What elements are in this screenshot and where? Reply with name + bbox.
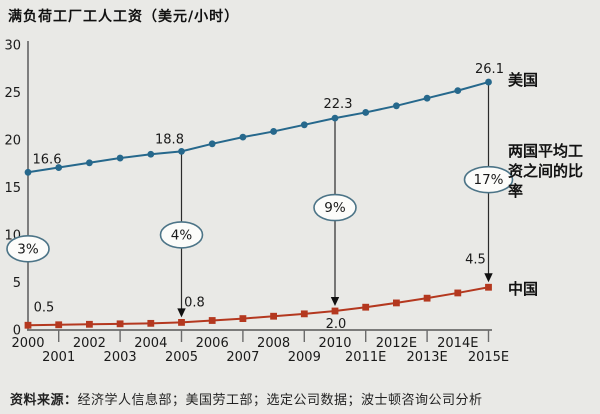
arrowhead-icon — [330, 297, 340, 306]
circle-marker — [147, 150, 155, 158]
series-label-china: 中国 — [508, 280, 539, 298]
square-marker — [423, 294, 431, 302]
chart-title: 满负荷工厂工人工资（美元/小时） — [8, 9, 240, 25]
wage-line-chart: 0510152025302000200120022003200420052006… — [4, 39, 514, 366]
ratio-value: 9% — [324, 200, 346, 216]
china-point-label: 0.8 — [184, 295, 205, 310]
circle-marker — [116, 154, 124, 162]
us-point-label: 16.6 — [33, 152, 62, 167]
ratio-ellipse — [313, 193, 357, 222]
y-tick-label: 20 — [4, 134, 21, 149]
circle-marker — [86, 159, 93, 167]
x-tick-label: 2014E — [437, 336, 478, 351]
circle-marker — [270, 128, 277, 135]
x-tick-label: 2013E — [406, 350, 447, 365]
arrowhead-icon — [484, 273, 493, 283]
ratio-ellipse — [463, 165, 514, 194]
ratio-value: 4% — [171, 227, 193, 243]
ratio-ellipse — [6, 234, 50, 263]
source-note-text: 经济学人信息部；美国劳工部；选定公司数据；波士顿咨询公司分析 — [77, 393, 483, 408]
ratio-value: 3% — [17, 241, 39, 257]
square-marker — [239, 315, 247, 322]
square-marker — [86, 320, 93, 328]
circle-marker — [393, 102, 400, 110]
y-tick-label: 0 — [13, 324, 21, 339]
square-marker — [147, 319, 155, 327]
square-marker — [270, 312, 277, 320]
y-tick-label: 25 — [4, 86, 21, 101]
x-tick-label: 2011E — [345, 350, 386, 365]
ratio-ellipse — [159, 221, 204, 249]
circle-marker — [178, 148, 185, 155]
us-point-label: 18.8 — [155, 132, 184, 147]
ratio-value: 17% — [473, 172, 503, 188]
source-note: 资料来源：经济学人信息部；美国劳工部；选定公司数据；波士顿咨询公司分析 — [10, 389, 483, 408]
x-tick-label: 2008 — [257, 336, 290, 351]
x-tick-label: 2003 — [104, 350, 137, 365]
square-marker — [454, 289, 462, 297]
circle-marker — [208, 140, 216, 148]
x-tick-label: 2004 — [134, 336, 167, 351]
series-line — [27, 286, 489, 327]
arrowhead-icon — [177, 308, 186, 318]
x-tick-label: 2000 — [11, 336, 44, 351]
circle-marker — [331, 114, 339, 122]
china-point-label: 4.5 — [465, 252, 486, 267]
axes: 0510152025302000200120022003200420052006… — [4, 39, 509, 366]
x-tick-label: 2010 — [318, 336, 351, 351]
x-tick-label: 2001 — [42, 350, 75, 365]
china-series — [24, 283, 492, 329]
square-marker — [116, 320, 124, 328]
x-tick-label: 2007 — [226, 350, 259, 365]
ratio-annotations: 3% 16.6 0.5 4% 18.8 0.8 9% 22.3 2.0 17% 26.1 4.5 — [6, 62, 514, 332]
china-point-label: 0.5 — [34, 300, 55, 315]
square-marker — [208, 317, 216, 324]
circle-marker — [454, 87, 462, 94]
x-tick-label: 2012E — [376, 336, 417, 351]
china-point-label: 2.0 — [326, 317, 347, 332]
square-marker — [24, 321, 32, 329]
ratio-annotation-note: 两国平均工资之间的比率 — [508, 142, 584, 200]
y-tick-label: 5 — [13, 276, 21, 291]
y-tick-label: 15 — [4, 181, 21, 196]
series-label-us: 美国 — [508, 71, 539, 89]
us-point-label: 26.1 — [475, 62, 504, 77]
x-tick-label: 2002 — [73, 336, 106, 351]
circle-marker — [485, 78, 492, 86]
circle-marker — [55, 164, 63, 171]
series-line — [27, 81, 489, 174]
us-point-label: 22.3 — [324, 97, 353, 112]
square-marker — [55, 321, 63, 329]
square-marker — [178, 319, 185, 326]
circle-marker — [362, 109, 370, 116]
y-tick-label: 30 — [4, 39, 21, 54]
circle-marker — [24, 168, 32, 176]
circle-marker — [300, 121, 308, 129]
square-marker — [300, 310, 308, 318]
square-marker — [393, 299, 400, 307]
square-marker — [331, 307, 339, 315]
x-tick-label: 2006 — [196, 336, 229, 351]
x-tick-label: 2015E — [468, 350, 509, 365]
us-series — [24, 78, 492, 176]
source-note-label: 资料来源： — [10, 393, 78, 408]
x-tick-label: 2005 — [165, 350, 198, 365]
x-tick-label: 2009 — [288, 350, 321, 365]
circle-marker — [239, 133, 247, 141]
square-marker — [362, 303, 370, 311]
circle-marker — [423, 94, 431, 102]
square-marker — [485, 283, 492, 291]
